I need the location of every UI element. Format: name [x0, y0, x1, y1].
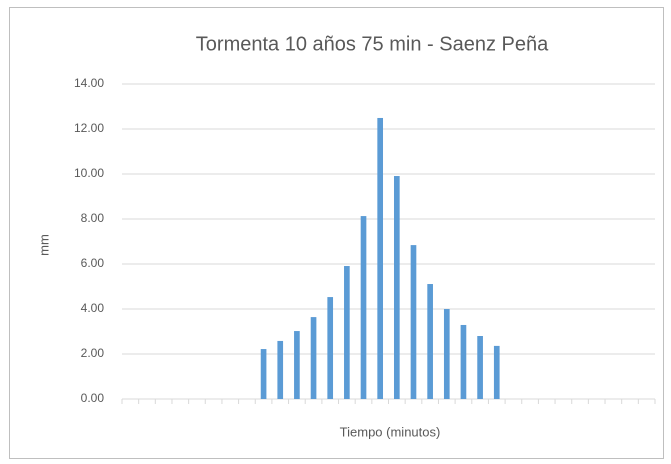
bar	[393, 176, 400, 399]
x-axis-label: Tiempo (minutos)	[340, 424, 441, 439]
bar	[443, 309, 450, 399]
chart-title: Tormenta 10 años 75 min - Saenz Peña	[196, 33, 549, 55]
bar	[477, 336, 483, 399]
bar	[277, 340, 284, 399]
y-tick-label: 8.00	[81, 211, 105, 225]
bar	[294, 331, 300, 399]
bar	[344, 266, 350, 399]
y-axis-label: mm	[36, 234, 51, 256]
bar	[360, 216, 367, 399]
bar	[260, 349, 267, 399]
chart-frame	[9, 7, 664, 459]
y-tick-label: 10.00	[74, 166, 104, 180]
bar	[410, 245, 417, 399]
bar	[327, 297, 334, 399]
y-tick-label: 0.00	[81, 391, 105, 405]
y-tick-label: 2.00	[81, 346, 105, 360]
y-tick-label: 12.00	[74, 121, 104, 135]
bar	[460, 324, 467, 399]
y-tick-label: 4.00	[81, 301, 105, 315]
y-tick-label: 14.00	[74, 76, 104, 90]
bar	[427, 284, 433, 399]
y-tick-label: 6.00	[81, 256, 105, 270]
bar	[493, 345, 500, 399]
bar	[310, 317, 317, 399]
bar	[377, 117, 384, 399]
